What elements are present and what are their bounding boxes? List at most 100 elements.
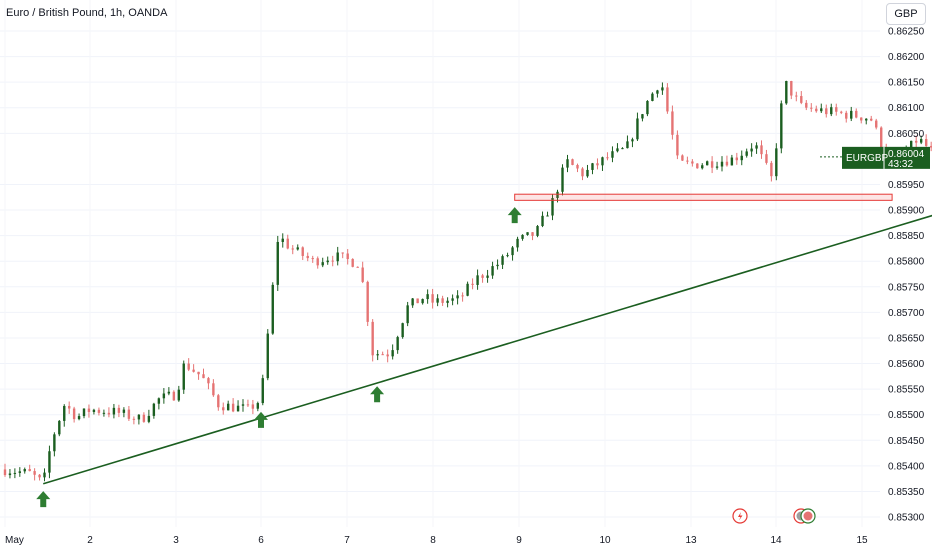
candle-body (481, 275, 484, 278)
candle-body (167, 391, 171, 394)
up-arrow-shape (370, 386, 385, 403)
chart-title: Euro / British Pound, 1h, OANDA (6, 7, 168, 19)
candle-body (924, 139, 928, 146)
bottom-icons[interactable] (732, 508, 816, 524)
candle-body (810, 107, 813, 109)
candle-body (112, 407, 116, 415)
candle-body (576, 164, 579, 169)
price-label-value: 0.86004 (888, 149, 925, 160)
x-tick-label: 10 (599, 535, 611, 546)
candle-body (621, 148, 624, 150)
candle-body (671, 111, 674, 135)
flag-event-icon-2[interactable] (800, 508, 816, 524)
candle-body (616, 148, 619, 152)
candle-body (696, 163, 699, 169)
up-arrow-icon (36, 491, 51, 508)
x-tick-label: 9 (516, 535, 522, 546)
candle-body (646, 100, 649, 115)
x-tick-label: 8 (430, 535, 436, 546)
candle-body (426, 294, 429, 300)
candle-body (770, 162, 773, 177)
candle-body (43, 472, 46, 478)
time-axis[interactable]: May 2 3 6 7 8 9 10 13 14 15 (5, 535, 868, 546)
candle-body (296, 247, 299, 250)
candle-body (800, 96, 803, 103)
y-tick-label: 0.85850 (888, 231, 925, 242)
candle-body (571, 159, 574, 165)
trendline[interactable] (43, 159, 932, 485)
candle-body (28, 469, 31, 472)
candle-body (197, 371, 200, 375)
candle-body (142, 414, 146, 422)
candle-body (421, 299, 424, 304)
candle-body (391, 350, 394, 357)
candle-body (466, 283, 469, 296)
candle-body (491, 266, 494, 276)
candle-body (77, 416, 81, 420)
x-tick-label: May (5, 535, 24, 546)
candle-body (581, 168, 584, 177)
candle-body (526, 232, 529, 235)
candle-body (82, 408, 86, 417)
candle-body (506, 255, 509, 257)
drawings[interactable] (36, 26, 932, 508)
candle-body (775, 148, 778, 177)
currency-button[interactable]: GBP (886, 3, 926, 25)
candle-body (381, 354, 384, 356)
y-tick-label: 0.85700 (888, 308, 925, 319)
y-tick-label: 0.86200 (888, 52, 925, 63)
candle-body (566, 159, 569, 168)
candle-body (606, 157, 609, 159)
candle-body (795, 95, 798, 97)
candle-body (735, 157, 739, 161)
x-tick-label: 6 (258, 535, 264, 546)
candle-body (865, 118, 868, 121)
x-tick-label: 13 (685, 535, 697, 546)
candle-body (226, 403, 230, 411)
candle-body (486, 275, 489, 278)
x-tick-label: 3 (173, 535, 179, 546)
candle-body (331, 260, 334, 262)
candle-body (860, 117, 863, 121)
y-tick-label: 0.85650 (888, 333, 925, 344)
candle-body (361, 267, 364, 282)
candle-body (276, 241, 279, 285)
candle-body (306, 255, 309, 259)
candle-body (780, 103, 783, 149)
candle-body (376, 354, 379, 356)
candle-body (745, 151, 748, 156)
candle-body (192, 369, 195, 372)
candle-body (122, 409, 126, 413)
candle-body (730, 157, 734, 166)
x-tick-label: 7 (344, 535, 350, 546)
price-axis[interactable]: 0.86250 0.86200 0.86150 0.86100 0.86050 0.859… (888, 27, 925, 524)
lightning-icon[interactable] (732, 508, 748, 524)
candle-body (516, 238, 519, 248)
candle-body (326, 260, 329, 263)
candle-body (521, 234, 524, 239)
candle-body (48, 451, 51, 473)
y-tick-label: 0.85500 (888, 410, 925, 421)
candle-body (551, 198, 554, 216)
candle-body (790, 80, 793, 96)
candle-body (217, 395, 220, 408)
candle-body (471, 283, 474, 285)
candle-body (556, 191, 559, 199)
candle-body (641, 114, 644, 119)
candle-body (346, 253, 349, 260)
candle-body (351, 259, 354, 267)
up-arrow-icon (507, 207, 522, 224)
candle-body (626, 141, 629, 149)
candle-body (875, 120, 878, 128)
candle-body (631, 139, 634, 142)
y-tick-label: 0.85400 (888, 461, 925, 472)
candle-body (785, 80, 788, 104)
candle-body (261, 378, 264, 404)
x-tick-label: 14 (770, 535, 782, 546)
support-zone[interactable] (514, 193, 893, 201)
candle-body (715, 166, 719, 168)
candle-body (436, 298, 439, 303)
candle-body (541, 215, 544, 227)
candle-body (241, 404, 245, 406)
